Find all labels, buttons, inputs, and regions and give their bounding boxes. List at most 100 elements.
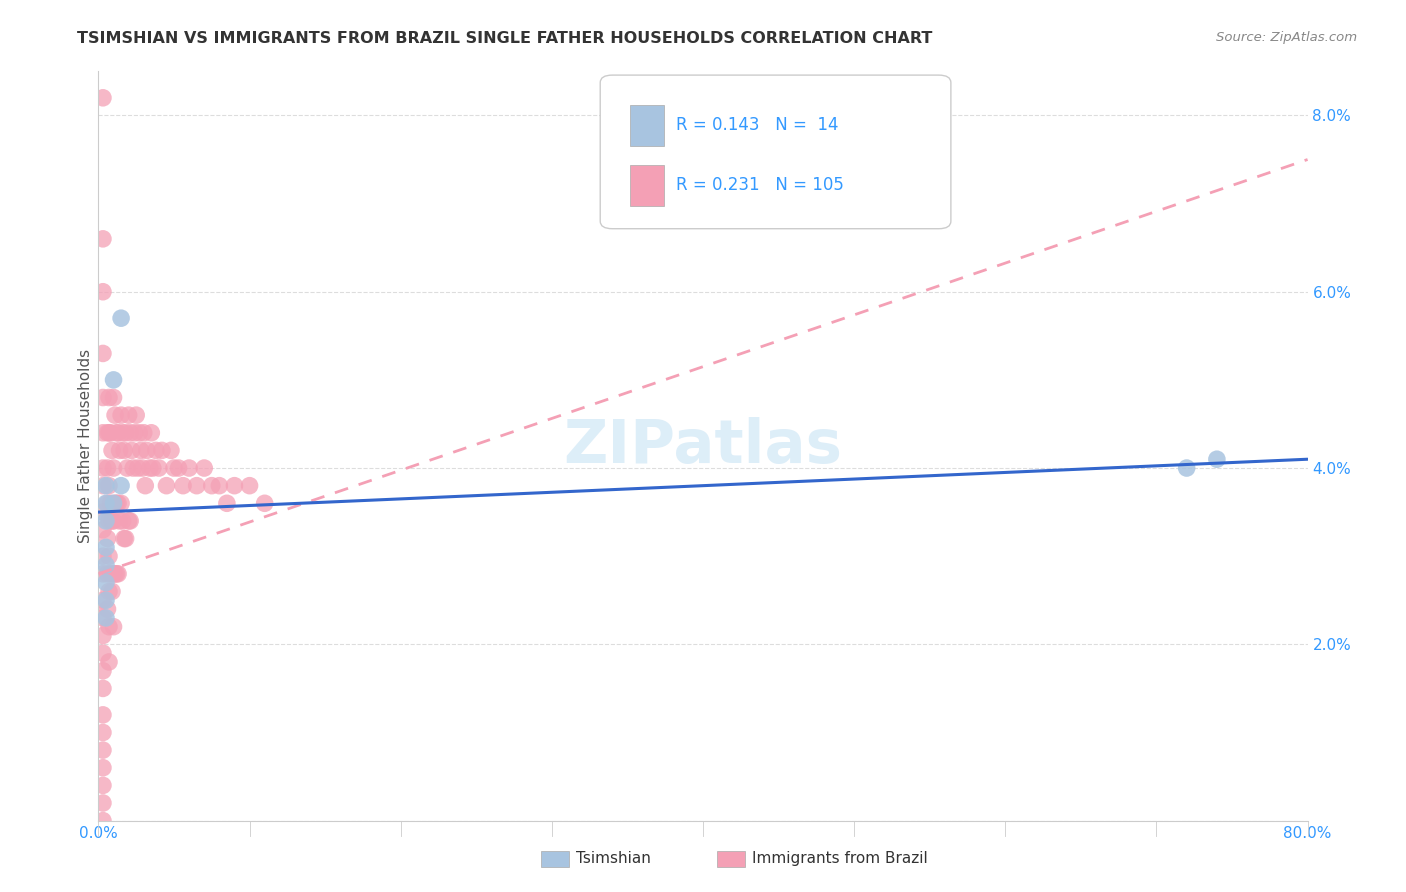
Point [111, 425, 134, 440]
Point [101, 514, 124, 528]
Point [101, 584, 124, 599]
Point [115, 461, 138, 475]
Point [118, 514, 141, 528]
Point [94, 541, 117, 555]
Point [193, 461, 215, 475]
Point [91, 549, 114, 564]
Point [100, 496, 122, 510]
Point [94, 558, 117, 572]
Point [91, 761, 114, 775]
Point [186, 478, 208, 492]
Point [98, 514, 121, 528]
Point [108, 443, 131, 458]
Point [103, 496, 125, 510]
Point [107, 425, 129, 440]
Point [91, 505, 114, 519]
Point [224, 478, 246, 492]
Point [91, 593, 114, 607]
Point [114, 532, 136, 546]
Point [108, 514, 131, 528]
Point [94, 575, 117, 590]
Y-axis label: Single Father Households: Single Father Households [77, 349, 93, 543]
Point [91, 285, 114, 299]
Point [91, 646, 114, 660]
Point [98, 425, 121, 440]
Point [107, 566, 129, 581]
Point [103, 461, 125, 475]
Point [110, 478, 132, 492]
Point [208, 478, 231, 492]
FancyBboxPatch shape [630, 165, 664, 206]
Point [101, 443, 124, 458]
Point [120, 514, 142, 528]
Point [124, 425, 146, 440]
Point [91, 814, 114, 828]
Point [150, 443, 173, 458]
Point [96, 532, 118, 546]
Point [91, 778, 114, 792]
Point [125, 408, 148, 422]
Point [104, 496, 127, 510]
Text: TSIMSHIAN VS IMMIGRANTS FROM BRAZIL SINGLE FATHER HOUSEHOLDS CORRELATION CHART: TSIMSHIAN VS IMMIGRANTS FROM BRAZIL SING… [77, 31, 932, 46]
Point [96, 425, 118, 440]
Point [103, 391, 125, 405]
Point [107, 496, 129, 510]
Point [94, 611, 117, 625]
Text: R = 0.143   N =  14: R = 0.143 N = 14 [676, 116, 839, 135]
Point [103, 373, 125, 387]
Point [94, 478, 117, 492]
Point [91, 425, 114, 440]
Point [91, 91, 114, 105]
Point [105, 496, 128, 510]
Point [145, 443, 167, 458]
Point [91, 523, 114, 537]
FancyBboxPatch shape [630, 105, 664, 146]
Point [239, 478, 262, 492]
Point [104, 566, 127, 581]
Point [98, 620, 121, 634]
Point [1175, 461, 1198, 475]
Point [1206, 452, 1229, 467]
Point [201, 478, 224, 492]
Point [215, 496, 238, 510]
Point [94, 496, 117, 510]
Point [129, 443, 152, 458]
Point [134, 478, 156, 492]
Point [91, 796, 114, 810]
Point [141, 425, 163, 440]
Point [94, 514, 117, 528]
Point [179, 461, 201, 475]
Point [96, 566, 118, 581]
Point [253, 496, 276, 510]
Point [103, 620, 125, 634]
Text: ZIPatlas: ZIPatlas [564, 417, 842, 475]
Point [112, 532, 135, 546]
Point [172, 478, 194, 492]
Point [98, 549, 121, 564]
Point [167, 461, 190, 475]
Point [120, 425, 142, 440]
Point [98, 391, 121, 405]
Point [118, 408, 141, 422]
Text: Immigrants from Brazil: Immigrants from Brazil [752, 852, 928, 866]
Point [91, 628, 114, 642]
Point [148, 461, 170, 475]
Point [91, 232, 114, 246]
Point [91, 478, 114, 492]
Point [122, 461, 145, 475]
Point [91, 611, 114, 625]
Point [96, 461, 118, 475]
Point [91, 391, 114, 405]
Point [91, 566, 114, 581]
Point [105, 425, 128, 440]
Point [91, 743, 114, 757]
Text: Tsimshian: Tsimshian [576, 852, 651, 866]
Point [100, 425, 122, 440]
Point [103, 514, 125, 528]
Point [121, 443, 143, 458]
Point [98, 655, 121, 669]
Point [91, 346, 114, 360]
Point [104, 408, 127, 422]
Point [132, 425, 155, 440]
Point [135, 443, 157, 458]
